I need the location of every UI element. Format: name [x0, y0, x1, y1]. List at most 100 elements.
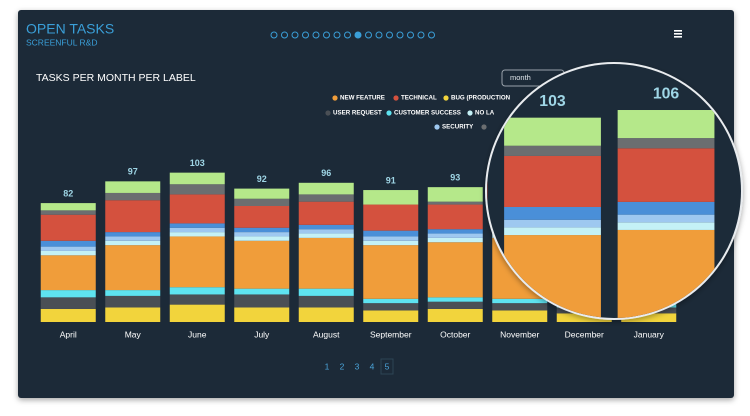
total-label: 103 [190, 158, 205, 168]
bar-segment [298, 224, 354, 230]
legend-swatch [332, 95, 338, 101]
page-number[interactable]: 5 [385, 361, 390, 371]
carousel-dot [323, 31, 330, 39]
magnifier: 829710392969193103106 [485, 62, 743, 320]
legend-label: NO LA [475, 110, 495, 117]
bar-segment [363, 230, 419, 237]
bar-segment [234, 236, 290, 241]
bar-segment [298, 194, 354, 202]
legend-swatch [481, 124, 487, 130]
total-label: 93 [450, 173, 460, 183]
bar-segment [492, 298, 548, 304]
bar-segment [298, 233, 354, 238]
x-tick-label: December [565, 329, 604, 339]
bar-segment [40, 214, 96, 241]
legend-label: USER REQUEST [333, 110, 382, 117]
bar-segment [363, 298, 419, 304]
bar-segment [504, 145, 601, 156]
bar-segment [298, 288, 354, 296]
bar-segment [363, 236, 419, 241]
bar-segment [169, 227, 225, 233]
total-label: 106 [653, 85, 680, 102]
bar-segment [105, 240, 161, 246]
bar-segment [556, 313, 612, 322]
bar-segment [105, 192, 161, 201]
chart-title: TASKS PER MONTH PER LABEL [36, 72, 196, 84]
bar-segment [234, 206, 290, 228]
bar-segment [427, 237, 483, 243]
carousel-dot [417, 31, 425, 39]
total-label: 92 [257, 174, 267, 184]
bar-segment [298, 237, 354, 289]
bar-segment [169, 223, 225, 228]
total-label: 103 [539, 93, 566, 110]
bar-segment [234, 232, 290, 237]
carousel-dot [396, 31, 404, 39]
menu-icon[interactable] [674, 30, 682, 38]
page-number[interactable]: 3 [355, 361, 360, 371]
bar-segment [105, 200, 161, 233]
bar-segment [504, 206, 601, 220]
legend-swatch [434, 124, 440, 130]
bar-segment [105, 307, 161, 322]
legend-label: NEW FEATURE [340, 95, 385, 102]
bar-segment [234, 288, 290, 295]
bar-segment [363, 245, 419, 299]
carousel-dots[interactable] [270, 31, 435, 39]
bar-segment [234, 240, 290, 289]
bar-segment [40, 240, 96, 247]
bar-segment [492, 303, 548, 311]
page-subtitle: SCREENFUL R&D [26, 37, 97, 47]
bar-segment [298, 182, 354, 195]
bar-segment [234, 294, 290, 308]
bar-segment [105, 295, 161, 308]
legend-label: TECHNICAL [401, 95, 437, 102]
total-label: 96 [321, 168, 331, 178]
bar-segment [169, 194, 225, 224]
bar-segment [40, 250, 96, 256]
period-dropdown-text[interactable]: month [510, 73, 531, 82]
legend-swatch [443, 95, 449, 101]
bar-segment [504, 219, 601, 228]
bar-segment [40, 210, 96, 215]
carousel-dot [428, 31, 435, 39]
bar-segment [169, 232, 225, 237]
bar-segment [363, 240, 419, 246]
bar-segment [504, 117, 601, 146]
bar-segment [234, 227, 290, 233]
page-current-box [380, 358, 394, 375]
legend-label: BUG (PRODUCTION [451, 95, 511, 102]
carousel-dot [344, 31, 351, 39]
x-tick-label: September [370, 329, 412, 339]
bar-segment [298, 295, 354, 308]
bar-segment [40, 290, 96, 298]
bar-segment [234, 198, 290, 206]
bar-segment [105, 181, 161, 193]
bar-segment [427, 187, 483, 202]
bar-segment [504, 155, 601, 207]
bar-segment [617, 222, 715, 230]
carousel-dot [333, 31, 341, 39]
bar-segment [427, 297, 483, 302]
bar-segment [298, 307, 354, 322]
x-tick-label: April [60, 329, 77, 339]
bar-segment [427, 308, 483, 322]
bar-segment [169, 287, 225, 295]
bar-segment [427, 229, 483, 234]
total-label: 82 [63, 188, 73, 198]
total-label: 91 [386, 175, 396, 185]
carousel-dot [291, 31, 299, 39]
bar-segment [427, 233, 483, 238]
page-number[interactable]: 1 [325, 361, 330, 371]
carousel-dot [407, 31, 414, 39]
bar-segment [427, 204, 483, 230]
page-number[interactable]: 4 [370, 361, 375, 371]
bar-segment [40, 308, 96, 322]
bar-segment [40, 246, 96, 251]
bar-segment [427, 201, 483, 205]
bar-segment [169, 236, 225, 288]
x-tick-label: August [313, 329, 340, 339]
bar-segment [427, 242, 483, 298]
page-number[interactable]: 2 [340, 361, 345, 371]
